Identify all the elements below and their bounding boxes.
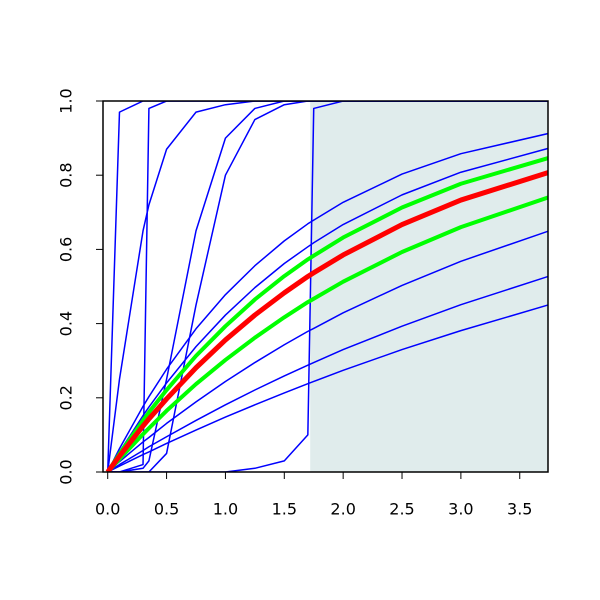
curve [107,230,548,472]
curve [107,147,548,472]
plot-frame [102,100,549,473]
curve [106,156,548,472]
curve [107,101,548,472]
curve [107,101,548,472]
curve [107,101,548,472]
shaded-region [310,101,548,472]
x-tick-label: 0.5 [154,500,179,519]
x-tick-label: 2.5 [389,500,414,519]
curve [107,101,548,472]
x-tick-label: 3.0 [448,500,473,519]
x-tick-label: 0.0 [95,500,120,519]
y-tick-label: 0.6 [57,237,76,262]
curve [107,275,548,472]
x-tick-label: 1.0 [213,500,238,519]
y-tick-label: 0.8 [57,162,76,187]
curve [106,101,548,472]
curve [105,169,548,472]
plot-area [105,101,548,472]
y-tick-label: 1.0 [57,88,76,113]
curve [106,195,548,472]
curve [107,132,548,472]
y-tick-label: 0.2 [57,385,76,410]
y-tick-label: 0.0 [57,459,76,484]
x-tick-label: 3.5 [507,500,532,519]
y-tick-label: 0.4 [57,311,76,336]
x-tick-label: 2.0 [330,500,355,519]
curve [107,304,548,472]
x-tick-label: 1.5 [272,500,297,519]
